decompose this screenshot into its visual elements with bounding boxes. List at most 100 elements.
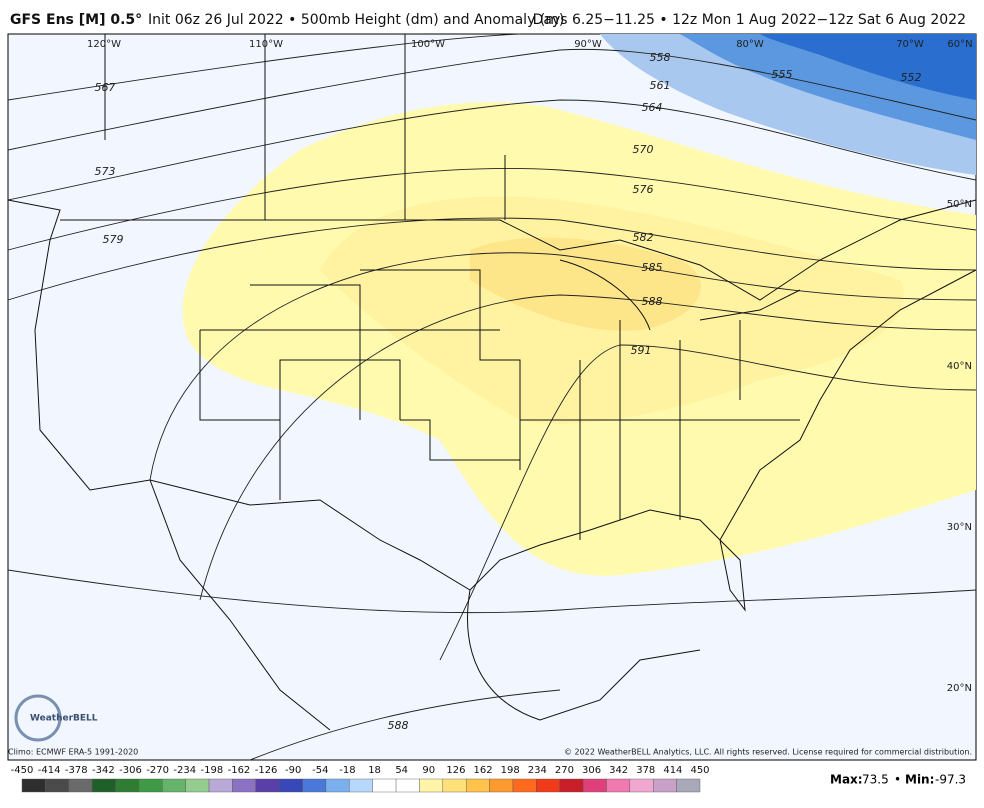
contour [7,48,977,151]
colorbar-tick-label: 90 [422,765,435,776]
colorbar-tick-label: 162 [473,765,492,776]
latitude-label: 50°N [947,199,972,210]
climo: Climo: ECMWF ERA-5 1991-2020 [8,748,138,757]
colorbar-tick-label: -18 [339,765,355,776]
longitude-label: 90°W [574,39,602,50]
colorbar-tick-label: -198 [200,765,223,776]
logo-text: WeatherBELL [30,714,98,724]
contour-label: 579 [103,233,124,246]
longitude-label: 80°W [736,39,764,50]
contour [199,294,977,601]
contour-label: 558 [650,51,671,64]
contour-label: 585 [642,261,663,274]
colorbar-swatch [442,778,467,793]
colorbar-tick-label: 198 [501,765,520,776]
colorbar-tick-label: 378 [636,765,655,776]
latitude-label: 30°N [947,522,972,533]
colorbar-tick-label: -162 [228,765,251,776]
colorbar-swatch [278,778,303,793]
colorbar-swatch [676,778,701,793]
latitude-label: 40°N [947,361,972,372]
copyright: © 2022 WeatherBELL Analytics, LLC. All r… [564,748,972,757]
longitude-label: 70°W [896,39,924,50]
colorbar-swatch [489,778,514,793]
colorbar-tick-label: 306 [582,765,601,776]
stats-min: -97.3 [935,773,966,787]
colorbar: -450 -414 -378 -342 -306 -270 -234 -198 -162 -126… [11,765,710,793]
stats-min-label: Min: [905,773,934,787]
logo: WeatherBELL [14,694,98,742]
contour-label: 561 [650,79,671,92]
contour [7,33,521,101]
colorbar-swatch [115,778,140,793]
contour-label: 552 [901,71,922,84]
colorbar-swatch [21,778,46,793]
colorbar-swatch [68,778,93,793]
coastline [7,199,977,612]
colorbar-tick-label: -270 [146,765,169,776]
colorbar-swatch [395,778,420,793]
colorbar-swatch [629,778,654,793]
colorbar-swatch [185,778,210,793]
colorbar-tick-label: 54 [395,765,408,776]
colorbar-swatch [582,778,607,793]
colorbar-swatch [232,778,256,793]
colorbar-swatch [559,778,584,793]
contour [7,99,977,201]
colorbar-swatch [606,778,631,793]
contour-label: 555 [772,68,793,81]
colorbar-swatch [208,778,233,793]
anomaly-positive [470,237,701,331]
contour-label: 564 [642,101,663,114]
description: Init 06z 26 Jul 2022 • 500mb Height (dm)… [148,12,564,28]
colorbar-swatch [138,778,163,793]
model-title: GFS Ens [M] 0.5° [10,12,142,28]
colorbar-tick-label: -126 [255,765,278,776]
colorbar-tick-label: -414 [38,765,61,776]
coastline [467,589,701,721]
contour [149,252,977,481]
contour [7,217,977,301]
colorbar-tick-label: -306 [119,765,142,776]
colorbar-tick-label: -450 [11,765,34,776]
state-lines [104,34,800,540]
colorbar-swatch [653,778,677,793]
stats-max-label: Max: [830,773,863,787]
contour [249,689,561,761]
colorbar-tick-label: 414 [663,765,682,776]
borders [7,34,977,731]
colorbar-swatch [91,778,116,793]
colorbar-tick-label: 342 [609,765,628,776]
anomaly-negative [760,34,976,100]
longitude-label: 110°W [249,39,283,50]
colorbar-swatch [372,778,397,793]
longitude-label: 120°W [87,39,121,50]
colorbar-tick-label: 126 [446,765,465,776]
contour [7,168,977,251]
colorbar-swatch [419,778,444,793]
stats-separator: • [894,773,901,787]
stats-max: 73.5 [862,773,889,787]
contour-label: 591 [631,344,652,357]
colorbar-swatch [325,778,350,793]
colorbar-tick-label: 450 [690,765,709,776]
colorbar-swatch [512,778,537,793]
valid-time: Days 6.25−11.25 • 12z Mon 1 Aug 2022−12z… [533,12,966,28]
colorbar-tick-label: -378 [65,765,88,776]
contours [7,33,977,761]
colorbar-swatch [349,778,373,793]
colorbar-swatch [255,778,280,793]
colorbar-tick-label: -54 [312,765,328,776]
colorbar-swatch [162,778,186,793]
border [60,199,977,301]
longitude-label: 60°N [947,39,972,50]
coastline [149,479,331,731]
colorbar-swatch [536,778,560,793]
colorbar-swatch [302,778,327,793]
contour-label: 582 [633,231,654,244]
lakes [559,259,801,331]
colorbar-tick-label: -342 [92,765,115,776]
contour-label: 567 [95,81,116,94]
contour-label: 576 [633,183,654,196]
